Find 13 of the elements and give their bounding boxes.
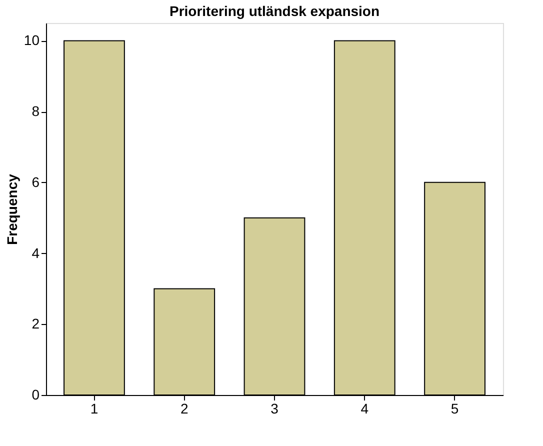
y-tick-label: 6 bbox=[32, 174, 40, 190]
y-tick-label: 10 bbox=[24, 32, 40, 48]
x-tick-label: 1 bbox=[90, 400, 98, 416]
y-tick-label: 2 bbox=[32, 316, 40, 332]
y-tick-label: 0 bbox=[32, 386, 40, 402]
x-tick-label: 4 bbox=[360, 400, 369, 416]
chart-title: Prioritering utländsk expansion bbox=[169, 3, 380, 19]
y-axis-title: Frequency bbox=[4, 174, 20, 245]
x-tick-label: 2 bbox=[180, 400, 188, 416]
y-tick-label: 4 bbox=[32, 244, 40, 261]
x-tick-label: 5 bbox=[450, 400, 459, 416]
x-tick-label: 3 bbox=[270, 400, 279, 416]
y-tick-label: 8 bbox=[32, 103, 40, 120]
